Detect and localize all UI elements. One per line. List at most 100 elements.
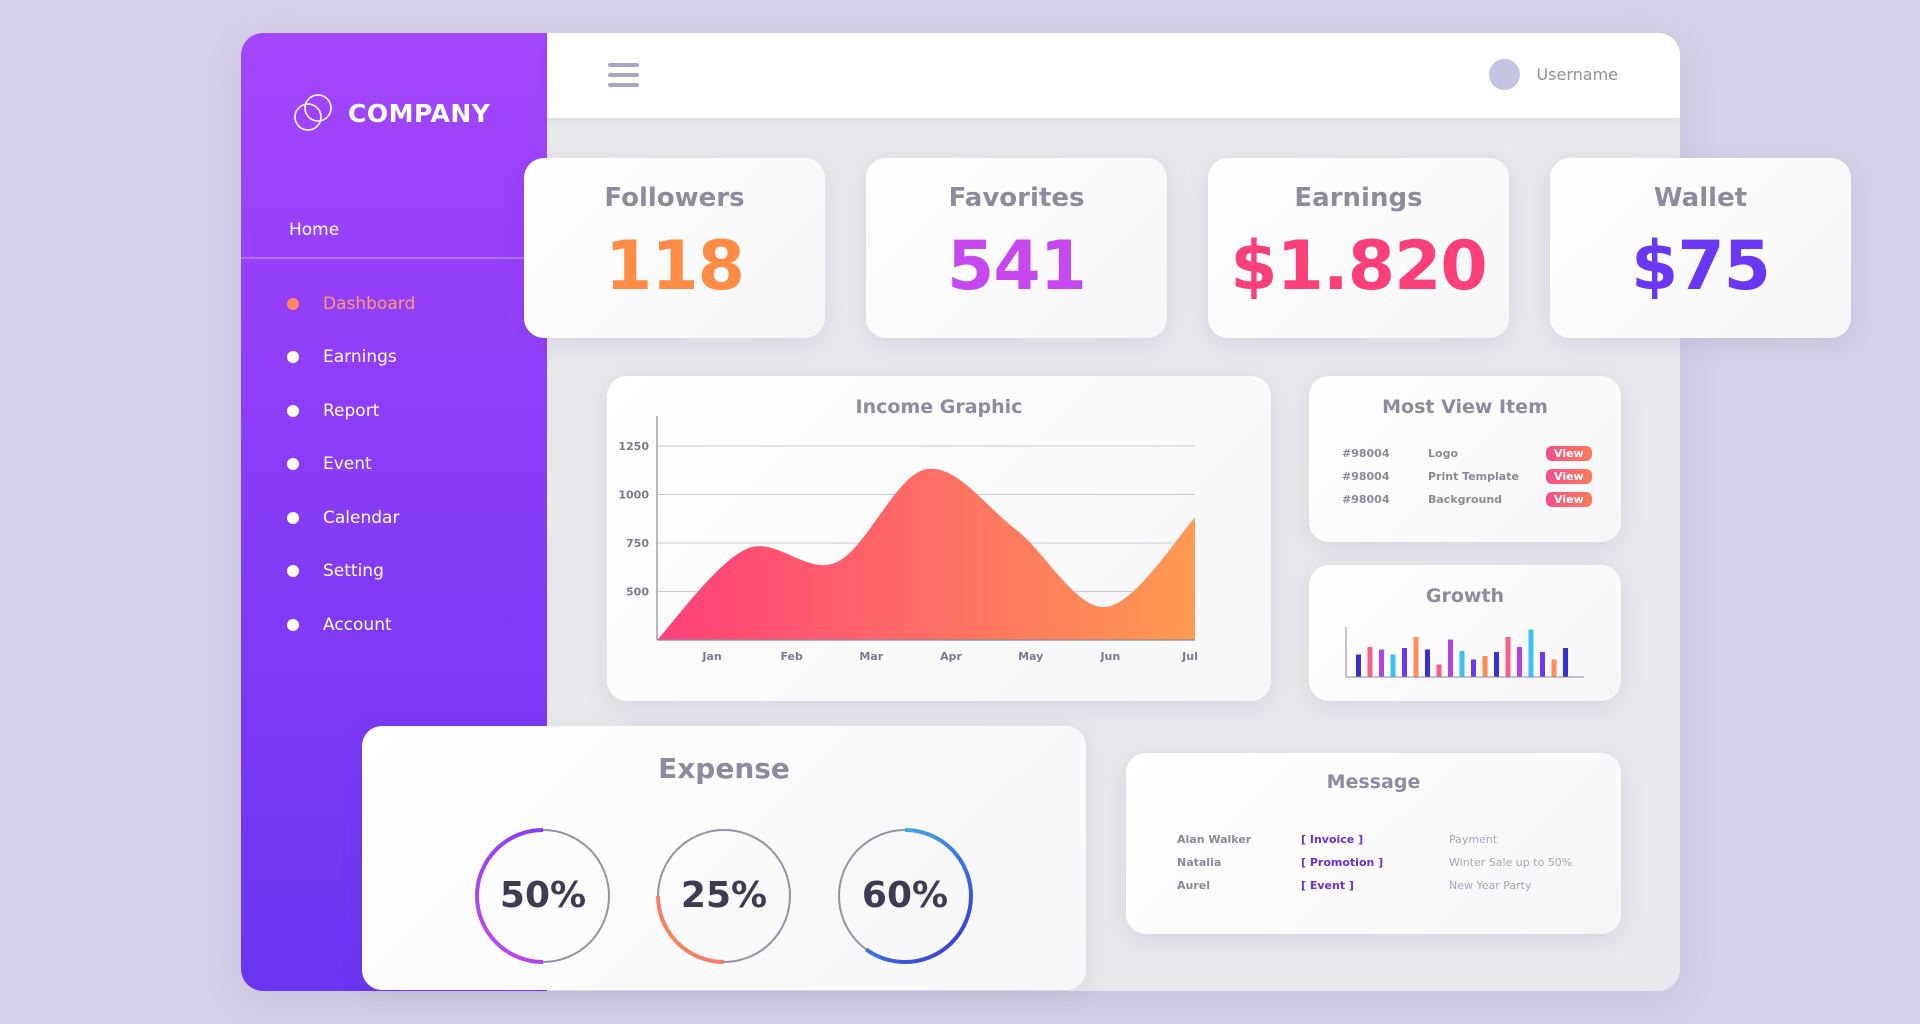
bullet-icon (287, 511, 299, 524)
growth-bar (1459, 651, 1465, 677)
message-text: New Year Party (1449, 879, 1532, 892)
x-tick-label: May (1018, 650, 1043, 663)
growth-bar (1494, 652, 1499, 677)
message-text: Payment (1449, 833, 1498, 846)
growth-bar (1505, 637, 1511, 677)
expense-gauge: 60% (835, 826, 975, 966)
sidebar-item-calendar[interactable]: Calendar (287, 491, 415, 545)
growth-bar (1482, 656, 1488, 677)
growth-bar (1356, 654, 1361, 677)
sidebar-item-event[interactable]: Event (287, 438, 415, 492)
gauge-label: 50% (499, 875, 587, 916)
x-tick-label: Feb (780, 650, 803, 663)
sidebar-item-earnings[interactable]: Earnings (287, 331, 415, 385)
stat-label: Earnings (1294, 183, 1423, 213)
list-item: #98004 Background View (1342, 492, 1592, 507)
gauge-label: 25% (680, 875, 768, 916)
growth-bar (1551, 659, 1557, 677)
item-id: #98004 (1342, 447, 1390, 460)
brand-name: COMPANY (348, 98, 491, 128)
growth-bar (1402, 648, 1407, 677)
bullet-icon (287, 404, 299, 417)
bullet-icon (287, 351, 299, 364)
company-logo-icon (294, 94, 332, 131)
stat-label: Followers (604, 183, 745, 213)
sidebar-item-report[interactable]: Report (287, 384, 415, 438)
income-graphic-card: Income Graphic 500 750 1000 1250 Jan Feb Mar A… (607, 376, 1271, 701)
bullet-icon (287, 565, 299, 578)
stat-label: Wallet (1653, 183, 1748, 213)
earnings-card: Earnings $1.820 (1208, 158, 1509, 338)
growth-bar (1390, 654, 1396, 677)
message-tag[interactable]: [ Promotion ] (1301, 856, 1384, 869)
growth-card: Growth (1309, 565, 1621, 701)
message-sender: Natalia (1177, 856, 1222, 869)
income-graphic-title: Income Graphic (855, 396, 1023, 418)
stat-label: Favorites (948, 183, 1085, 213)
sidebar-item-label: Earnings (323, 347, 397, 368)
growth-bar (1425, 649, 1430, 677)
hamburger-menu-icon[interactable] (608, 63, 639, 87)
sidebar-item-label: Setting (323, 561, 384, 582)
message-text: Winter Sale up to 50% (1449, 856, 1573, 869)
message-tag[interactable]: [ Event ] (1301, 879, 1354, 892)
brand-logo[interactable]: COMPANY (291, 91, 490, 135)
y-tick-label: 500 (626, 586, 649, 599)
user-menu[interactable]: Username (1489, 59, 1618, 90)
sidebar-item-home[interactable]: Home (289, 220, 340, 240)
sidebar-item-label: Account (323, 614, 392, 635)
sidebar-item-account[interactable]: Account (287, 598, 415, 652)
x-tick-label: Jun (1099, 650, 1120, 663)
view-button[interactable]: View (1546, 446, 1592, 461)
sidebar-item-dashboard[interactable]: Dashboard (287, 277, 415, 331)
message-row[interactable]: Aurel [ Event ] New Year Party (1177, 879, 1532, 892)
favorites-card: Favorites 541 (866, 158, 1167, 338)
item-name: Background (1428, 493, 1503, 506)
bullet-icon (287, 297, 299, 310)
message-tag[interactable]: [ Invoice ] (1301, 833, 1364, 846)
expense-gauge: 25% (654, 826, 794, 966)
message-row[interactable]: Alan Walker [ Invoice ] Payment (1177, 833, 1497, 846)
item-id: #98004 (1342, 493, 1390, 506)
sidebar-item-setting[interactable]: Setting (287, 545, 415, 599)
message-card: Message Alan Walker [ Invoice ] Payment … (1126, 753, 1621, 934)
growth-bar (1540, 652, 1545, 677)
gauge-progress (475, 828, 611, 964)
list-item: #98004 Print Template View (1342, 469, 1592, 484)
most-view-item-card: Most View Item #98004 Logo View #98004 P… (1309, 376, 1621, 542)
bullet-icon (287, 618, 299, 631)
sidebar-item-label: Dashboard (323, 293, 416, 314)
top-bar: Username (547, 33, 1680, 118)
view-button[interactable]: View (1546, 492, 1592, 507)
message-title: Message (1326, 771, 1421, 793)
message-sender: Alan Walker (1177, 833, 1252, 846)
followers-card: Followers 118 (524, 158, 825, 338)
most-view-item-title: Most View Item (1382, 396, 1548, 418)
y-tick-label: 1000 (618, 489, 649, 502)
wallet-card: Wallet $75 (1550, 158, 1851, 338)
gauge-label: 60% (861, 875, 949, 916)
y-tick-label: 750 (626, 537, 649, 550)
item-name: Logo (1428, 447, 1458, 460)
stat-value: $1.820 (1230, 227, 1487, 306)
message-row[interactable]: Natalia [ Promotion ] Winter Sale up to … (1177, 856, 1572, 869)
x-tick-label: Jul (1181, 650, 1198, 663)
gauge-ring (837, 828, 973, 964)
stat-value: $75 (1631, 227, 1771, 306)
sidebar-nav: Dashboard Earnings Report Event Calendar… (287, 277, 415, 652)
growth-bar-chart (1345, 627, 1584, 678)
bullet-icon (287, 458, 299, 471)
item-name: Print Template (1428, 470, 1519, 483)
growth-bar (1379, 649, 1384, 677)
expense-card: Expense 50% 25% 60% (362, 726, 1086, 990)
username-label: Username (1536, 65, 1618, 84)
avatar (1489, 59, 1521, 90)
growth-title: Growth (1425, 585, 1505, 607)
expense-title: Expense (658, 752, 790, 785)
view-button[interactable]: View (1546, 469, 1592, 484)
sidebar-divider (241, 257, 547, 259)
gauge-ring (656, 828, 792, 964)
list-item: #98004 Logo View (1342, 446, 1592, 461)
growth-bar (1528, 629, 1534, 677)
gauge-progress (837, 828, 973, 964)
